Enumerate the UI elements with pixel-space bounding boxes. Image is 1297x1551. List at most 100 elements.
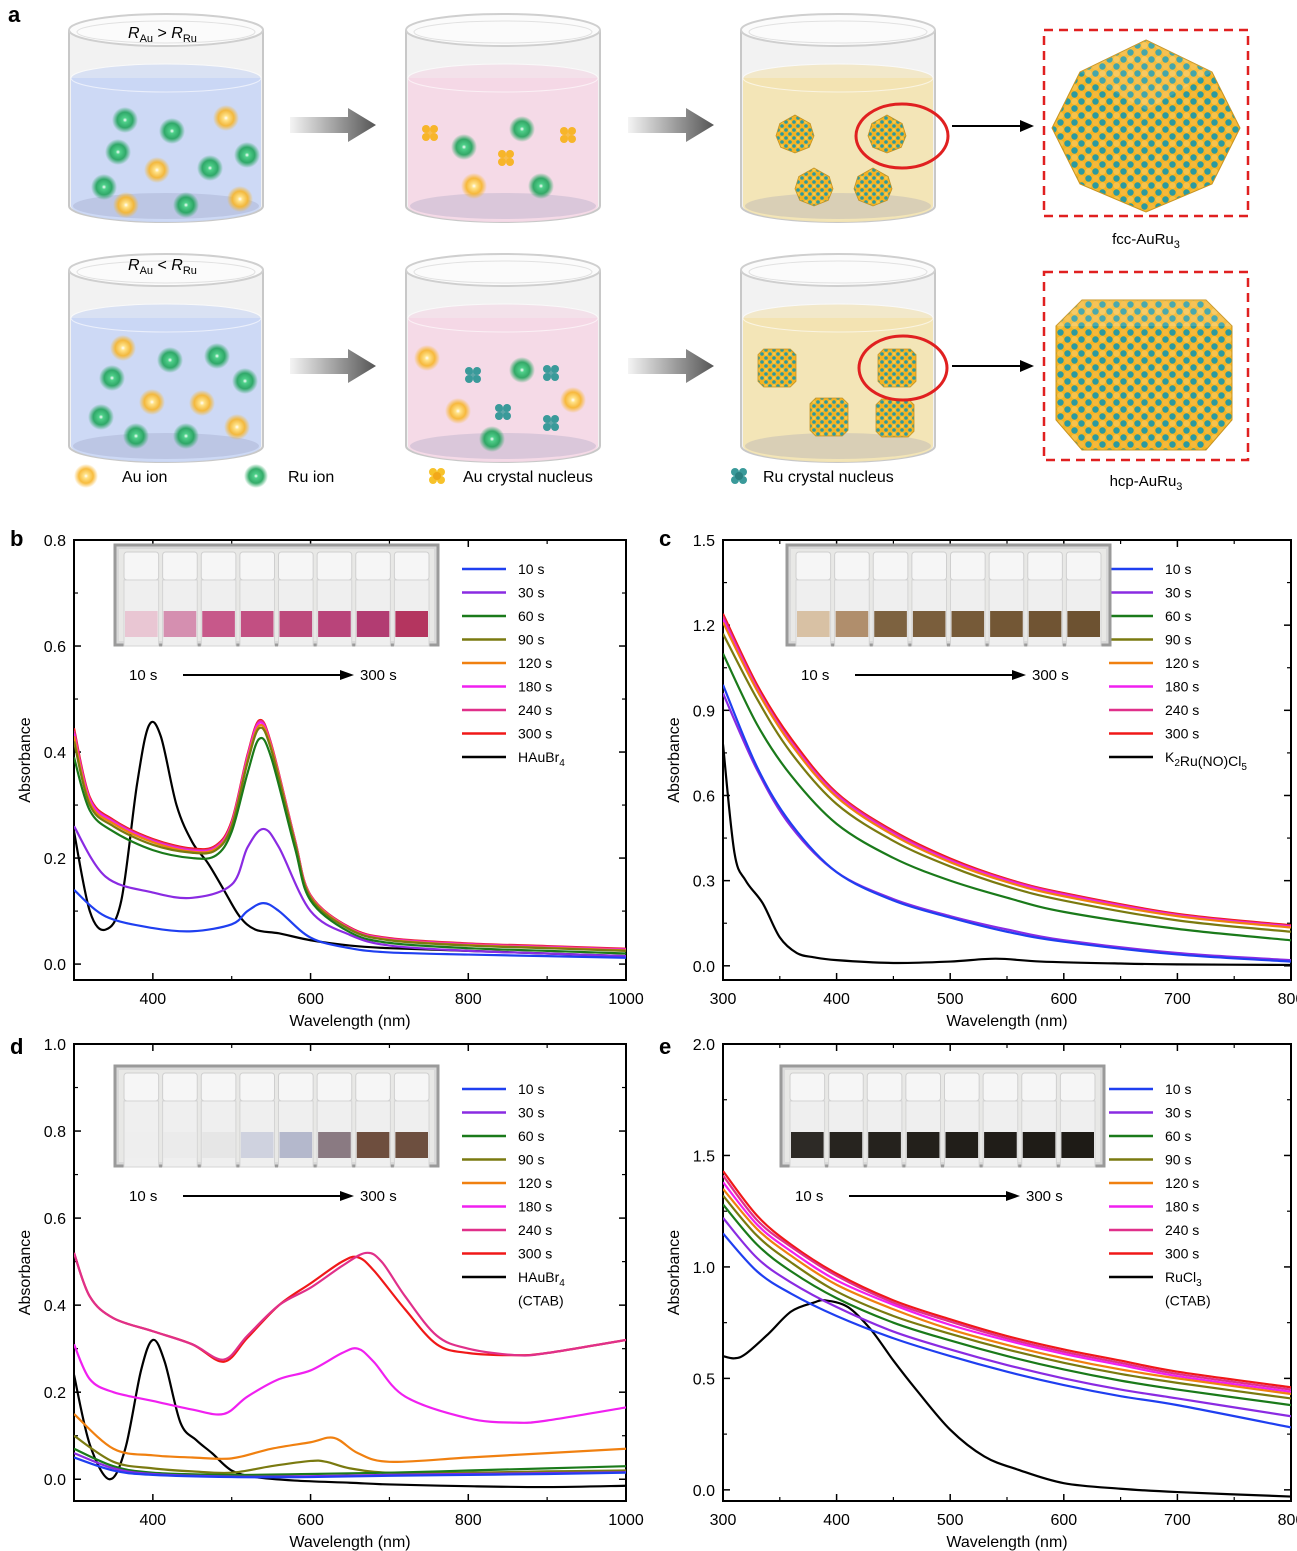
legend-label: 10 s: [518, 1081, 544, 1097]
y-tick-label: 1.2: [693, 618, 715, 635]
legend-label: 240 s: [1165, 702, 1199, 718]
hcp-particle: [1055, 299, 1233, 451]
ionb-ru-3: [99, 365, 125, 391]
inset-end-label: 300 s: [1026, 1188, 1063, 1205]
legend-label: 30 s: [518, 585, 544, 601]
series-line-10-s: [723, 1232, 1291, 1429]
ionb-ru-9: [173, 423, 199, 449]
vial-cap: [944, 1072, 980, 1102]
legend-ru-ion: Ru ion: [244, 464, 334, 488]
particle-hcp-2: [877, 348, 917, 388]
series-line-HAuBr4: [74, 720, 626, 958]
ionb-ru-2: [204, 343, 230, 369]
vial-solution: [1022, 1132, 1056, 1158]
legend-label: 60 s: [1165, 608, 1191, 624]
series-line-60-s: [723, 653, 1291, 942]
y-tick-label: 0.0: [693, 1483, 715, 1500]
fcc-particle: [1051, 39, 1241, 213]
ion-ru-6: [234, 142, 260, 168]
au-nucleus-0: [422, 125, 438, 141]
vial-cap: [278, 1072, 314, 1102]
ion-au-10: [227, 186, 253, 212]
series-line-120-s: [723, 1188, 1291, 1396]
series-line-60-s: [74, 1447, 626, 1477]
legend-label: 90 s: [1165, 632, 1191, 648]
vial-cap: [872, 551, 909, 581]
y-tick-label: 1.0: [44, 1037, 66, 1054]
vial-cap: [982, 1072, 1019, 1102]
legend-label: 300 s: [518, 726, 552, 742]
legend-label: 60 s: [1165, 1128, 1191, 1144]
x-tick-label: 300: [710, 991, 737, 1008]
y-tick-label: 1.0: [693, 1260, 715, 1277]
vial-solution: [318, 611, 351, 637]
y-axis-label: Absorbance: [666, 717, 683, 802]
plot-frame: [73, 1043, 627, 1502]
series-line-30-s: [723, 692, 1291, 962]
ion-ru-1: [159, 118, 185, 144]
highlight-circle-top: [854, 102, 950, 170]
vial-cap: [795, 551, 832, 581]
ionb-ru-7: [88, 404, 114, 430]
vial-solution: [906, 1132, 940, 1158]
legend-label: HAuBr4: [518, 749, 565, 769]
vial-solution: [395, 611, 428, 637]
arrow-to-fcc: [952, 120, 1034, 132]
inset-vial-photo: [113, 543, 440, 647]
series-line-30-s: [74, 825, 626, 958]
x-tick-label: 300: [710, 1512, 737, 1529]
legend-label: 120 s: [1165, 1175, 1199, 1191]
series-line-10-s: [74, 1456, 626, 1479]
y-tick-label: 0.6: [44, 1211, 66, 1228]
legend-label: 60 s: [518, 1128, 544, 1144]
beaker-top-3: [740, 13, 936, 223]
ru-nucleus-3: [543, 415, 559, 431]
x-tick-label: 600: [1050, 991, 1077, 1008]
vial-solution: [912, 611, 946, 637]
legend-label: 120 s: [1165, 655, 1199, 671]
y-tick-label: 0.0: [44, 1472, 66, 1489]
vial-cap: [355, 1072, 391, 1102]
y-axis-label: Absorbance: [17, 717, 34, 802]
vial-solution: [990, 611, 1023, 637]
x-tick-label: 400: [140, 991, 167, 1008]
ionb2-au-2: [445, 398, 471, 424]
vial-solution: [945, 1132, 979, 1158]
legend-label: 10 s: [1165, 561, 1191, 577]
x-tick-label: 800: [1278, 991, 1297, 1008]
ion-au-8: [113, 192, 139, 218]
vial-cap: [239, 1072, 275, 1102]
y-tick-label: 0.3: [693, 874, 715, 891]
panel-label-e: e: [659, 1036, 671, 1059]
ion-ru-7: [91, 174, 117, 200]
legend-label: 10 s: [1165, 1081, 1191, 1097]
vial-solution: [874, 611, 907, 637]
vial-solution: [395, 1132, 428, 1158]
x-axis-label: Wavelength (nm): [289, 1013, 410, 1030]
series-line-HAuBr4-CTAB-: [74, 1338, 626, 1489]
y-tick-label: 0.8: [44, 1124, 66, 1141]
legend-label: 300 s: [1165, 726, 1199, 742]
vial-solution: [868, 1132, 901, 1158]
particle-fcc-1: [775, 114, 815, 154]
vial-cap: [123, 551, 160, 581]
y-tick-label: 0.6: [693, 788, 715, 805]
series-line-K2Ru-NO-Cl5: [723, 744, 1291, 967]
vial-cap: [1027, 551, 1063, 581]
ion2-ru-2: [528, 173, 554, 199]
ionb-au-0: [110, 335, 136, 361]
legend-label: 120 s: [518, 1175, 552, 1191]
y-tick-label: 0.2: [44, 1385, 66, 1402]
process-arrow-1: [628, 108, 714, 142]
process-arrow-3: [628, 349, 714, 383]
vial-cap: [988, 551, 1025, 581]
chart-panel-e: e 0.0 0.5 1.0 1.5 2.0 300 400 500 600 700 800 Wavele…: [659, 1036, 1297, 1551]
ion-ru-0: [112, 107, 138, 133]
legend-label: 90 s: [518, 632, 544, 648]
legend-label: 180 s: [518, 679, 552, 695]
process-arrow-0: [290, 108, 376, 142]
ionb2-ru-1: [509, 357, 535, 383]
y-tick-label: 0.2: [44, 851, 66, 868]
ionb-ru-1: [157, 347, 183, 373]
series-line-90-s: [723, 1194, 1291, 1400]
